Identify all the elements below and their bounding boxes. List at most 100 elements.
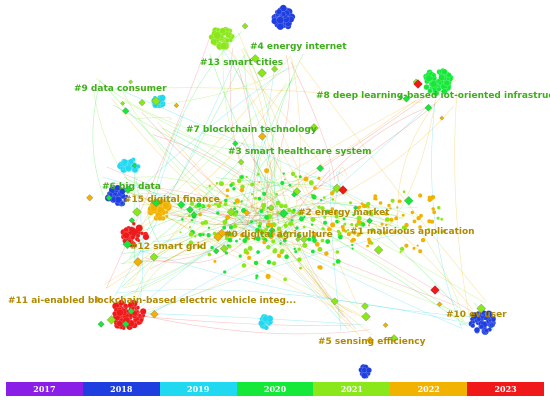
node-dot <box>283 277 287 282</box>
link-curve <box>144 55 291 215</box>
node-diamond <box>291 191 298 198</box>
node-dot <box>297 247 301 251</box>
node-dot <box>341 228 346 232</box>
node-dot <box>318 265 323 270</box>
link-curve <box>266 157 275 221</box>
link-curve <box>375 226 459 309</box>
node-dot <box>351 243 354 247</box>
node-dot <box>283 223 288 228</box>
cluster-label-c9[interactable]: #9 data consumer <box>74 84 167 94</box>
node-dot <box>284 254 289 259</box>
node-diamond <box>353 205 358 211</box>
node-dot <box>401 213 405 217</box>
link-curve <box>132 192 250 223</box>
cluster-label-c7[interactable]: #7 blockchain technology <box>186 125 317 135</box>
node-dot <box>262 240 267 245</box>
node-dot <box>240 175 244 179</box>
node-dot <box>259 209 264 214</box>
cluster-label-c8[interactable]: #8 deep learning-based iot-oriented infr… <box>316 91 550 101</box>
link-curve <box>104 168 242 285</box>
node-dot <box>356 215 362 221</box>
node-diamond <box>398 94 404 100</box>
link-curve <box>290 209 356 330</box>
link-curve <box>229 180 256 218</box>
cluster-network-map: #0 digital agriculture #1 malicious appl… <box>8 4 550 379</box>
node-dot <box>212 231 217 236</box>
cluster-label-c11[interactable]: #11 ai-enabled blockchain-based electric… <box>8 296 296 306</box>
link-curve <box>417 226 464 322</box>
cluster-label-c5[interactable]: #5 sensing efficiency <box>318 337 426 347</box>
node-diamond <box>105 194 113 202</box>
link-curve <box>329 167 342 331</box>
node-diamond <box>309 123 319 133</box>
node-diamond <box>128 79 133 85</box>
year-segment-2020: 2020 <box>236 382 314 396</box>
node-dot <box>366 244 369 248</box>
node-dot <box>370 241 374 245</box>
year-color-legend: 2017 2018 2019 2020 2021 2022 2023 <box>6 382 545 396</box>
node-diamond <box>332 183 342 193</box>
node-diamond <box>213 232 223 242</box>
node-dot <box>251 193 254 196</box>
node-dot <box>324 251 329 256</box>
link-curve <box>290 169 330 231</box>
link-curve <box>316 104 436 190</box>
node-diamond <box>316 164 324 173</box>
cluster-label-c12[interactable]: #12 smart grid <box>130 242 206 252</box>
year-segment-2017: 2017 <box>6 382 83 396</box>
cluster-label-c6[interactable]: #6 big data <box>102 182 161 192</box>
link-curve <box>137 67 289 192</box>
link-curve <box>134 312 364 326</box>
node-dot <box>299 266 302 270</box>
node-dot <box>276 211 280 215</box>
node-diamond <box>226 207 236 217</box>
cluster-label-c0[interactable]: #0 digital agriculture <box>224 230 333 240</box>
node-dot <box>396 206 399 209</box>
link-curve <box>117 313 351 327</box>
link-curve <box>268 202 404 219</box>
node-dot <box>271 261 277 266</box>
cluster-label-c4[interactable]: #4 energy internet <box>250 42 347 52</box>
node-dot <box>347 228 350 232</box>
node-dot <box>260 231 264 236</box>
node-dot <box>261 202 267 208</box>
node-dot <box>310 223 314 226</box>
node-diamond <box>268 227 276 234</box>
node-dot <box>207 204 211 208</box>
node-dot <box>330 207 334 211</box>
node-diamond <box>366 217 373 225</box>
cluster-label-c13[interactable]: #13 smart cities <box>200 58 283 68</box>
link-curve <box>290 61 335 181</box>
node-dot <box>389 207 392 210</box>
node-dot <box>320 198 323 202</box>
link-curve <box>151 206 198 242</box>
node-dot <box>258 221 263 226</box>
node-dot <box>330 222 336 228</box>
node-dot <box>254 261 258 265</box>
link-curve <box>256 151 264 238</box>
link-curve <box>154 99 417 256</box>
cluster-label-c15[interactable]: #15 digital finance <box>124 195 220 205</box>
node-diamond <box>424 104 433 112</box>
node-dot <box>290 219 293 222</box>
node-dot <box>207 252 212 257</box>
cluster-label-c2[interactable]: #2 energy market <box>298 208 390 218</box>
node-dot <box>256 172 260 176</box>
node-dot <box>256 250 260 254</box>
node-dot <box>194 235 197 238</box>
link-curve <box>105 87 423 104</box>
node-dot <box>233 207 237 211</box>
node-dot <box>189 226 191 229</box>
link-curve <box>241 62 276 219</box>
node-dot <box>234 198 240 204</box>
link-curve <box>123 100 486 304</box>
link-curve <box>162 128 290 209</box>
node-diamond <box>106 315 117 325</box>
cluster-label-c3[interactable]: #3 smart healthcare system <box>228 147 371 157</box>
node-dot <box>427 197 432 202</box>
cluster-label-c10[interactable]: #10 ev user <box>446 310 507 320</box>
node-dot <box>240 200 243 203</box>
link-curve <box>137 116 172 121</box>
cluster-label-c1[interactable]: #1 malicious application <box>350 227 475 237</box>
blob-2019-small <box>258 313 274 331</box>
